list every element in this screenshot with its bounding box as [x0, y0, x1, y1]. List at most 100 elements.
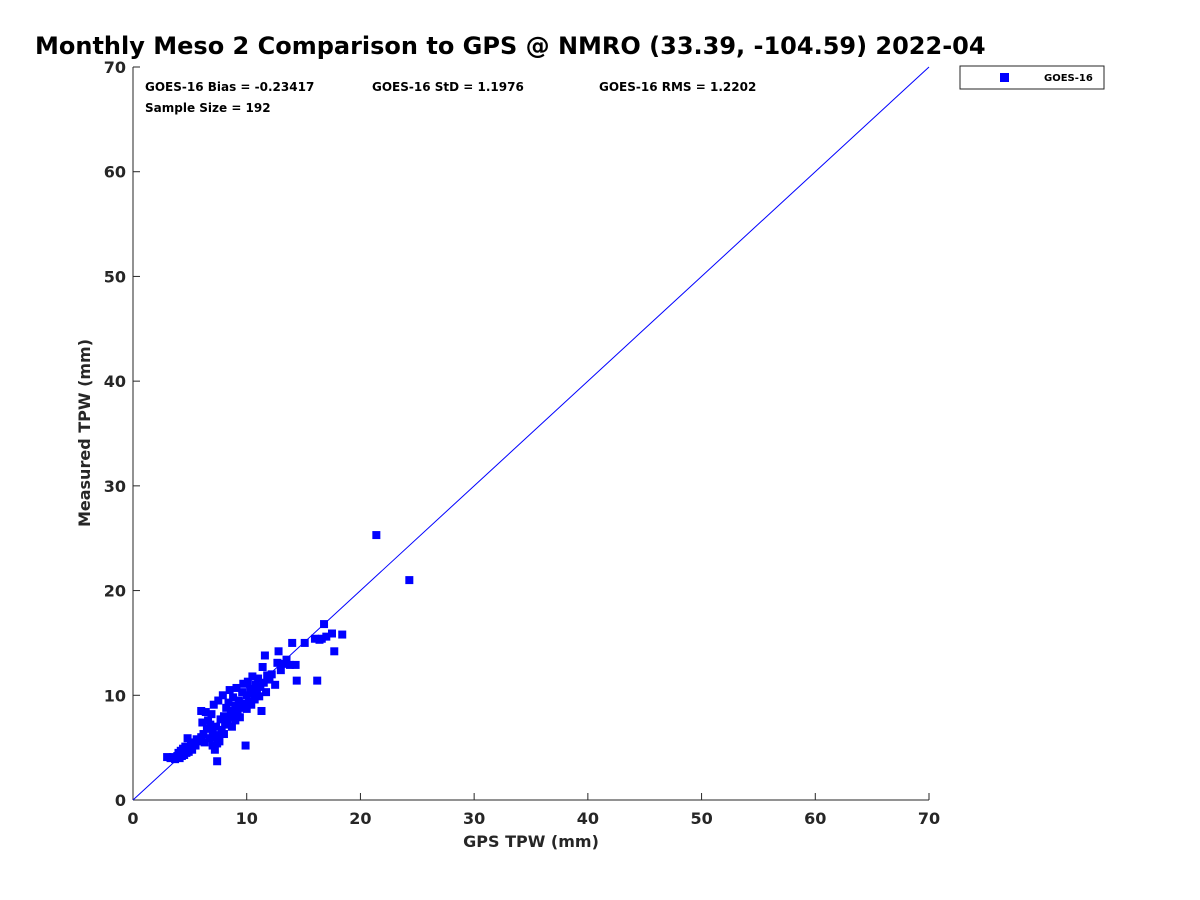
y-tick-label: 60: [104, 163, 126, 182]
data-point: [320, 620, 329, 629]
data-point: [292, 676, 301, 685]
data-point: [271, 680, 280, 689]
y-axis-label: Measured TPW (mm): [75, 339, 94, 527]
data-point: [262, 688, 271, 697]
data-point: [218, 691, 227, 700]
data-point: [209, 700, 218, 709]
data-point: [257, 706, 266, 715]
data-point: [288, 638, 297, 647]
data-point: [199, 730, 208, 739]
data-point: [255, 692, 264, 701]
y-tick-label: 40: [104, 372, 126, 391]
y-tick-label: 0: [115, 791, 126, 810]
data-point: [279, 659, 288, 668]
stat-rms: GOES-16 RMS = 1.2202: [599, 80, 756, 94]
data-point: [242, 704, 251, 713]
legend-marker-goes-16: [1000, 73, 1009, 82]
data-point: [251, 680, 260, 689]
data-point: [229, 693, 238, 702]
data-point: [205, 734, 214, 743]
data-point: [282, 655, 291, 664]
data-point: [213, 757, 222, 766]
data-point: [207, 710, 216, 719]
y-tick-label: 50: [104, 267, 126, 286]
data-point: [181, 742, 190, 751]
data-point: [285, 660, 294, 669]
data-point: [204, 716, 213, 725]
data-point: [235, 713, 244, 722]
data-point: [300, 638, 309, 647]
plot-area: 0 10 20 30 40 50 60 70 0 10 20 30 40 50 60 70: [104, 58, 940, 828]
data-point: [214, 696, 223, 705]
data-point: [214, 731, 223, 740]
data-point: [313, 676, 322, 685]
data-point: [317, 634, 326, 643]
legend: GOES-16: [959, 65, 1105, 90]
data-point: [217, 725, 226, 734]
data-point: [241, 741, 250, 750]
y-tick-label: 70: [104, 58, 126, 77]
data-point: [243, 677, 252, 686]
data-point: [219, 730, 228, 739]
data-point: [197, 706, 206, 715]
data-point: [223, 717, 232, 726]
data-point: [372, 531, 381, 540]
y-tick-label: 20: [104, 582, 126, 601]
data-point: [183, 734, 192, 743]
x-ticks: 0 10 20 30 40 50 60 70: [127, 793, 940, 828]
x-tick-label: 70: [918, 809, 940, 828]
data-point: [405, 576, 414, 585]
data-point: [274, 647, 283, 656]
data-point: [201, 708, 210, 717]
x-tick-label: 10: [236, 809, 258, 828]
data-point: [276, 666, 285, 675]
stat-bias: GOES-16 Bias = -0.23417: [145, 80, 314, 94]
data-point: [191, 741, 200, 750]
data-point: [233, 708, 242, 717]
data-point: [206, 720, 215, 729]
x-axis-label: GPS TPW (mm): [463, 832, 599, 851]
data-point: [208, 727, 217, 736]
chart-title: Monthly Meso 2 Comparison to GPS @ NMRO …: [35, 32, 986, 60]
y-tick-label: 10: [104, 686, 126, 705]
data-point: [254, 674, 263, 683]
data-point: [265, 675, 274, 684]
data-point: [222, 703, 231, 712]
data-point: [259, 678, 268, 687]
data-point: [246, 685, 255, 694]
data-point: [219, 712, 228, 721]
data-point: [238, 688, 247, 697]
stat-sample-size: Sample Size = 192: [145, 101, 271, 115]
data-point: [231, 716, 240, 725]
data-point: [322, 632, 331, 641]
data-point: [234, 696, 243, 705]
data-point: [198, 718, 207, 727]
legend-entry-goes-16: GOES-16: [1044, 73, 1093, 84]
data-point: [260, 651, 269, 660]
data-point: [330, 647, 339, 656]
data-point: [224, 698, 233, 707]
data-point: [225, 686, 234, 695]
data-point: [212, 722, 221, 731]
data-point: [237, 703, 246, 712]
data-point: [258, 663, 267, 672]
data-point: [227, 722, 236, 731]
data-point: [267, 670, 276, 679]
data-point: [310, 634, 319, 643]
y-tick-label: 30: [104, 477, 126, 496]
data-point: [239, 679, 248, 688]
data-point: [225, 713, 234, 722]
data-point: [256, 682, 265, 691]
x-tick-label: 60: [804, 809, 826, 828]
data-point: [188, 745, 197, 754]
data-point: [240, 699, 249, 708]
data-point: [194, 737, 203, 746]
data-point: [247, 700, 256, 709]
stat-std: GOES-16 StD = 1.1976: [372, 80, 524, 94]
data-point: [200, 738, 209, 747]
data-points: [163, 531, 414, 766]
x-tick-label: 40: [577, 809, 599, 828]
data-point: [231, 701, 240, 710]
y-ticks: 0 10 20 30 40 50 60 70: [104, 58, 140, 810]
